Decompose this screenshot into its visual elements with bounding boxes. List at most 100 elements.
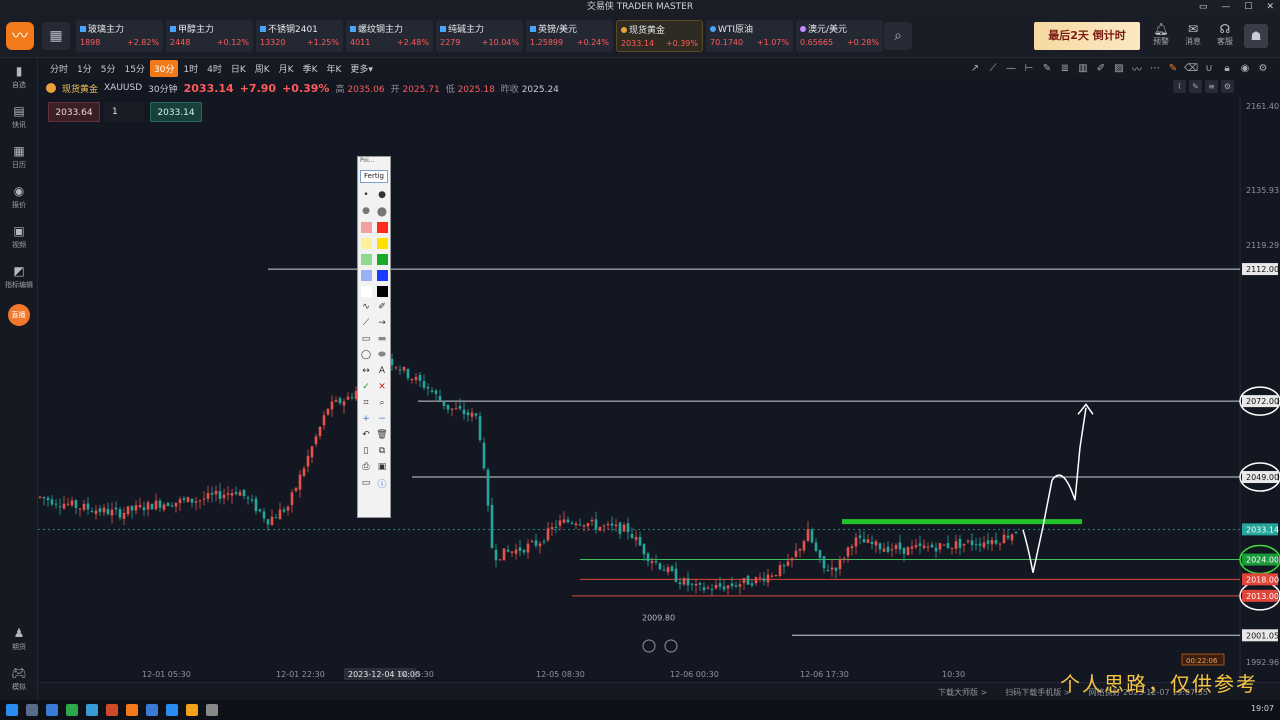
color-swatch[interactable]: [360, 221, 372, 233]
maximize-icon[interactable]: ☐: [1244, 2, 1253, 12]
medium-dot-icon[interactable]: ●: [378, 190, 386, 200]
crop-icon[interactable]: ⌗: [363, 398, 369, 408]
sidebar-item-watchlist[interactable]: ▮ 自选: [0, 58, 38, 98]
quantity-stepper[interactable]: 1: [104, 102, 144, 122]
trash-icon[interactable]: 🗑︎: [376, 430, 388, 440]
apps-grid-icon[interactable]: ▦: [42, 22, 70, 50]
channel-tool-icon[interactable]: ▥: [1078, 62, 1088, 74]
magnet-icon[interactable]: ∪: [1205, 62, 1213, 74]
support-button[interactable]: ☊ 客服: [1212, 22, 1238, 47]
app-icon[interactable]: [186, 704, 198, 716]
settings-icon[interactable]: ⚙: [1258, 62, 1268, 74]
candlestick-chart[interactable]: 2161.40 2135.93 2119.29 2112.00 2072.00 2049.…: [38, 98, 1280, 682]
promo-banner[interactable]: 最后2天 倒计时: [1034, 22, 1140, 50]
info-icon[interactable]: ⓘ: [377, 479, 387, 490]
sidebar-item-news[interactable]: ▤ 快讯: [0, 98, 38, 138]
tab-timeframe[interactable]: 分时: [50, 64, 69, 75]
tab-timeframe[interactable]: 月K: [278, 64, 294, 75]
app-icon[interactable]: [46, 704, 58, 716]
color-swatch[interactable]: [360, 269, 372, 281]
ticker-card[interactable]: 不锈钢2401 13320 +1.25%: [256, 20, 343, 52]
rectangle-icon[interactable]: ▭: [361, 334, 371, 344]
app-icon[interactable]: [106, 704, 118, 716]
arrow-icon[interactable]: →: [378, 318, 386, 328]
done-button[interactable]: Fertig: [360, 170, 388, 183]
wave-tool-icon[interactable]: 〰: [1132, 64, 1142, 76]
tab-timeframe[interactable]: 4时: [207, 64, 222, 75]
zoom-icon[interactable]: ⌕: [379, 398, 385, 408]
ticker-card[interactable]: 玻璃主力 1898 +2.82%: [76, 20, 163, 52]
edit-tool-icon[interactable]: ✎: [1168, 62, 1178, 74]
restore-icon[interactable]: ▭: [1198, 2, 1208, 12]
tab-timeframe[interactable]: 日K: [230, 64, 246, 75]
eraser-icon[interactable]: ⌫: [1184, 62, 1199, 74]
new-page-icon[interactable]: ▯: [363, 446, 369, 456]
color-swatch[interactable]: [376, 253, 388, 265]
text-icon[interactable]: A: [378, 366, 386, 376]
ticker-card[interactable]: 纯碱主力 2279 +10.04%: [436, 20, 523, 52]
app-icon[interactable]: [146, 704, 158, 716]
xl-dot-icon[interactable]: ●: [376, 204, 388, 218]
tab-timeframe[interactable]: 1时: [183, 64, 199, 75]
highlighter-icon[interactable]: ✐: [378, 302, 386, 312]
app-icon[interactable]: [66, 704, 78, 716]
small-dot-icon[interactable]: •: [363, 190, 369, 200]
tab-timeframe[interactable]: 1分: [77, 64, 92, 75]
check-icon[interactable]: ✓: [362, 382, 370, 392]
color-swatch[interactable]: [376, 285, 388, 297]
color-swatch[interactable]: [360, 285, 372, 297]
screen-icon[interactable]: ▭: [361, 478, 371, 488]
print-icon[interactable]: ⎙: [362, 462, 370, 472]
minus-icon[interactable]: −: [378, 414, 386, 424]
period-label[interactable]: 30分钟: [148, 84, 178, 95]
ray-tool-icon[interactable]: ↗: [970, 62, 980, 74]
line-tool-icon[interactable]: ⟋: [989, 62, 997, 74]
avatar[interactable]: ☗: [1244, 24, 1268, 48]
double-arrow-icon[interactable]: ↔: [362, 366, 370, 376]
symbol-name[interactable]: 现货黄金: [62, 84, 99, 95]
app-icon[interactable]: [206, 704, 218, 716]
zigzag-icon[interactable]: ⌇: [1173, 80, 1186, 93]
freehand-icon[interactable]: ∿: [362, 302, 370, 312]
symbol-code[interactable]: XAUUSD: [104, 83, 143, 93]
more-timeframes-dropdown[interactable]: 更多▾: [350, 64, 373, 75]
ellipse-icon[interactable]: ◯: [360, 350, 372, 360]
minimize-icon[interactable]: —: [1221, 2, 1231, 12]
more-tools-icon[interactable]: ⋯: [1150, 62, 1160, 74]
ticker-card[interactable]: WTI原油 70.1740 +1.07%: [706, 20, 793, 52]
large-dot-icon[interactable]: ●: [362, 206, 370, 216]
settings-icon[interactable]: ⚙: [1221, 80, 1234, 93]
app-icon[interactable]: [166, 704, 178, 716]
fib-tool-icon[interactable]: ≣: [1060, 62, 1070, 74]
sidebar-item-futures[interactable]: ♟ 期货: [0, 620, 38, 660]
segment-tool-icon[interactable]: ⊢: [1024, 62, 1034, 74]
undo-icon[interactable]: ↶: [362, 430, 370, 440]
live-button[interactable]: 直播: [7, 304, 30, 326]
lock-icon[interactable]: 🔒︎: [1224, 62, 1230, 74]
cross-icon[interactable]: ✕: [378, 382, 386, 392]
image-tool-icon[interactable]: ▨: [1114, 62, 1124, 74]
start-icon[interactable]: [6, 704, 18, 716]
tab-timeframe[interactable]: 季K: [302, 64, 318, 75]
color-swatch[interactable]: [376, 237, 388, 249]
message-button[interactable]: ✉ 消息: [1180, 22, 1206, 47]
sidebar-item-simulate[interactable]: 🎮︎ 模拟: [0, 660, 38, 700]
copy-icon[interactable]: ⧉: [378, 446, 386, 456]
app-logo-icon[interactable]: 〰: [6, 22, 34, 50]
filled-ellipse-icon[interactable]: ⬬: [378, 350, 386, 360]
hline-tool-icon[interactable]: —: [1006, 62, 1016, 74]
pen-tool-icon[interactable]: ✎: [1042, 62, 1052, 74]
color-swatch[interactable]: [376, 269, 388, 281]
draw-icon[interactable]: ✎: [1189, 80, 1202, 93]
ticker-card-active[interactable]: 现货黄金 2033.14 +0.39%: [616, 20, 703, 52]
eye-icon[interactable]: ◉: [1240, 62, 1250, 74]
line-icon[interactable]: ⟋: [362, 318, 370, 328]
buy-price-button[interactable]: 2033.14: [150, 102, 202, 122]
layers-icon[interactable]: ≡: [1205, 80, 1218, 93]
ticker-card[interactable]: 澳元/美元 0.65665 +0.28%: [796, 20, 883, 52]
ticker-card[interactable]: 英镑/美元 1.25899 +0.24%: [526, 20, 613, 52]
sidebar-item-indicator[interactable]: ◩ 指标编辑: [0, 258, 38, 298]
tab-timeframe[interactable]: 5分: [100, 64, 116, 75]
tab-timeframe-active[interactable]: 30分: [149, 59, 179, 77]
ticker-card[interactable]: 甲醇主力 2448 +0.12%: [166, 20, 253, 52]
